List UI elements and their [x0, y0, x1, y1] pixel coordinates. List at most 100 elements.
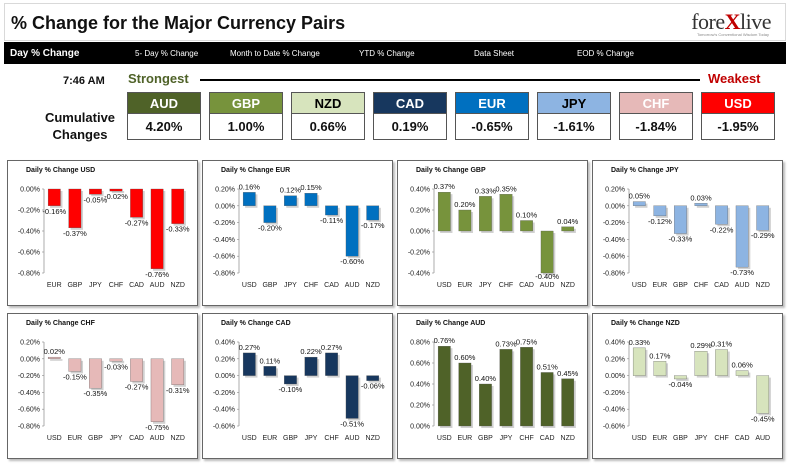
bar-chart: 0.80% 0.60% 0.40% 0.20% 0.00% 0.76% USD 0.60% EU…	[410, 336, 579, 442]
y-tick-label: -0.20%	[18, 373, 40, 380]
nav-5day-change[interactable]: 5- Day % Change	[135, 48, 199, 58]
x-tick-label: JPY	[305, 435, 318, 442]
data-label: -0.16%	[42, 207, 66, 216]
nav-mtd-change[interactable]: Month to Date % Change	[230, 48, 320, 58]
data-label: -0.05%	[84, 195, 108, 204]
nav-ytd-change[interactable]: YTD % Change	[359, 48, 415, 58]
bar	[284, 195, 297, 206]
bar-chart: 0.20% 0.00% -0.20% -0.40% -0.60% -0.80% 0.05% U…	[603, 187, 775, 290]
y-tick-label: -0.40%	[213, 407, 235, 414]
forexlive-logo[interactable]: foreXlive	[691, 9, 771, 35]
bar	[499, 349, 513, 427]
nav-eod-change[interactable]: EOD % Change	[577, 48, 634, 58]
rank-value: -0.65%	[455, 114, 529, 140]
x-tick-label: AUD	[150, 435, 165, 442]
nav-day-change[interactable]: Day % Change	[10, 47, 80, 59]
data-label: -0.22%	[710, 225, 734, 234]
data-label: -0.73%	[730, 268, 754, 277]
x-tick-label: CHF	[519, 435, 533, 442]
x-tick-label: GBP	[88, 435, 103, 442]
y-tick-label: 0.20%	[215, 356, 235, 363]
y-tick-label: 0.00%	[410, 424, 430, 431]
y-tick-label: -0.40%	[18, 229, 40, 236]
x-tick-label: AUD	[345, 435, 360, 442]
chart-title: Daily % Change CAD	[221, 320, 291, 327]
data-label: 0.76%	[434, 336, 456, 345]
y-tick-label: 0.40%	[410, 187, 430, 194]
bar	[653, 361, 667, 376]
logo-text-pre: fore	[691, 9, 725, 34]
data-label: -0.06%	[361, 382, 385, 391]
data-label: -0.27%	[125, 218, 149, 227]
data-label: 0.27%	[321, 343, 343, 352]
bar	[735, 370, 749, 376]
x-tick-label: CAD	[129, 435, 144, 442]
bar-chart: 0.40% 0.20% 0.00% -0.20% -0.40% -0.60% 0.33% US…	[603, 338, 775, 442]
x-tick-label: EUR	[457, 282, 472, 289]
rank-box-cad: CAD 0.19%	[373, 92, 447, 140]
x-tick-label: NZD	[171, 435, 185, 442]
data-label: 0.31%	[711, 340, 733, 349]
x-tick-label: USD	[47, 435, 62, 442]
data-label: 0.17%	[649, 351, 671, 360]
y-tick-label: 0.20%	[605, 356, 625, 363]
bar	[150, 188, 164, 269]
bar	[242, 352, 256, 376]
y-tick-label: 0.00%	[215, 203, 235, 210]
bar	[345, 205, 359, 257]
chart-title: Daily % Change AUD	[416, 320, 486, 327]
bar	[109, 188, 123, 192]
x-tick-label: EUR	[262, 435, 277, 442]
y-tick-label: 0.40%	[215, 340, 235, 347]
y-tick-label: 0.00%	[605, 203, 625, 210]
y-tick-label: 0.40%	[605, 340, 625, 347]
bar	[458, 362, 472, 427]
data-label: 0.60%	[454, 353, 476, 362]
strength-arrow-line	[200, 79, 700, 81]
bar	[437, 346, 451, 427]
bar-shadow	[696, 205, 710, 208]
bar	[632, 201, 646, 206]
rank-value: -1.84%	[619, 114, 693, 140]
bar-chart: 0.20% 0.00% -0.20% -0.40% -0.60% -0.80% 0.16% U…	[213, 182, 385, 289]
bar	[499, 194, 513, 232]
rank-currency: GBP	[209, 92, 283, 114]
rank-currency: CHF	[619, 92, 693, 114]
strongest-label: Strongest	[128, 71, 189, 86]
y-tick-label: 0.20%	[20, 340, 40, 347]
chart-panel-jpy: Daily % Change JPY 0.20% 0.00% -0.20% -0.40%…	[592, 160, 783, 306]
data-label: 0.37%	[434, 182, 456, 191]
bar	[561, 226, 575, 232]
bar	[366, 375, 380, 381]
x-tick-label: NZD	[171, 282, 185, 289]
data-label: 0.10%	[516, 211, 538, 220]
x-tick-label: GBP	[673, 282, 688, 289]
data-label: 0.27%	[239, 343, 261, 352]
x-tick-label: EUR	[652, 282, 667, 289]
bar	[674, 205, 687, 234]
bar	[694, 351, 708, 376]
x-tick-label: CHF	[714, 435, 728, 442]
bar	[632, 347, 646, 376]
data-label: 0.03%	[690, 193, 712, 202]
data-label: 0.29%	[690, 341, 712, 350]
x-tick-label: AUD	[150, 282, 165, 289]
nav-data-sheet[interactable]: Data Sheet	[474, 48, 515, 58]
bar	[694, 203, 708, 206]
y-tick-label: 0.20%	[605, 187, 625, 194]
chart-panel-nzd: Daily % Change NZD 0.40% 0.20% 0.00% -0.20% -…	[592, 313, 783, 459]
rank-box-usd: USD -1.95%	[701, 92, 775, 140]
chart-panel-cad: Daily % Change CAD 0.40% 0.20% 0.00% -0.20% -…	[202, 313, 393, 459]
page-title: % Change for the Major Currency Pairs	[11, 13, 346, 33]
y-tick-label: -0.80%	[18, 271, 40, 278]
data-label: -0.33%	[166, 225, 190, 234]
data-label: -0.35%	[84, 389, 108, 398]
bar	[263, 366, 277, 376]
cumulative-changes-label: Cumulative Changes	[40, 109, 120, 143]
data-label: -0.17%	[361, 221, 385, 230]
rank-box-chf: CHF -1.84%	[619, 92, 693, 140]
bar-shadow	[111, 191, 125, 194]
data-label: -0.11%	[320, 216, 344, 225]
rank-currency: NZD	[291, 92, 365, 114]
rank-value: 4.20%	[127, 114, 201, 140]
